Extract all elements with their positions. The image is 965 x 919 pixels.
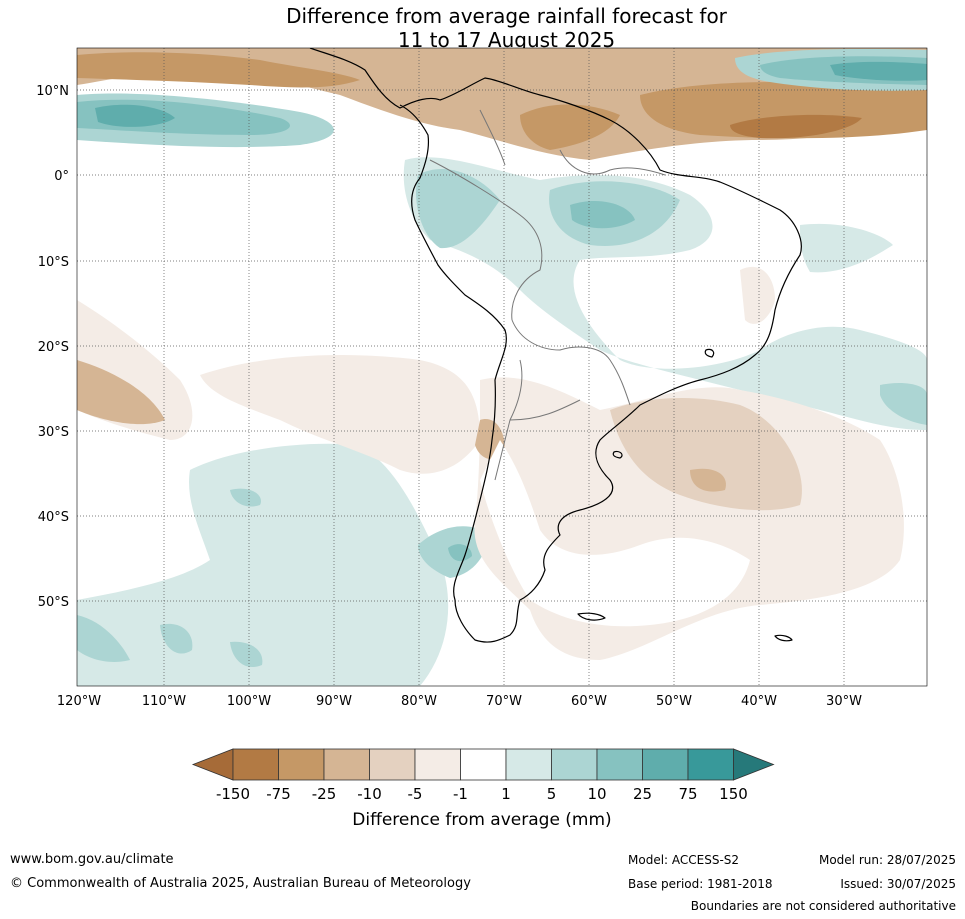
colorbar-bin [596, 748, 643, 781]
colorbar-tick-label: -1 [453, 785, 468, 803]
lat-label: 0° [54, 169, 69, 184]
lon-label: 120°W [57, 694, 101, 709]
colorbar-bin [505, 748, 552, 781]
colorbar-tick-label: -25 [312, 785, 337, 803]
lat-label: 10°S [38, 255, 69, 270]
map-frame [76, 47, 928, 687]
title-line-1: Difference from average rainfall forecas… [286, 4, 727, 28]
lon-label: 70°W [486, 694, 522, 709]
colorbar-tick-label: -150 [216, 785, 250, 803]
footer-website[interactable]: www.bom.gov.au/climate [10, 852, 174, 867]
lon-label: 100°W [227, 694, 271, 709]
colorbar-tick-label: 150 [719, 785, 748, 803]
lat-labels: 10°N 0° 10°S 20°S 30°S 40°S 50°S [36, 84, 69, 610]
lon-labels: 120°W 110°W 100°W 90°W 80°W 70°W 60°W 50… [57, 694, 862, 709]
colorbar-tick-label: 1 [501, 785, 511, 803]
colorbar-bin [414, 748, 461, 781]
map-title: Difference from average rainfall forecas… [0, 4, 965, 52]
colorbar-bin [460, 748, 507, 781]
colorbar-bin [278, 748, 325, 781]
lat-label: 40°S [38, 510, 69, 525]
lon-label: 90°W [316, 694, 352, 709]
colorbar-bin [323, 748, 370, 781]
colorbar-tick-label: 25 [633, 785, 652, 803]
colorbar-extend-high [733, 748, 775, 781]
graticule [77, 48, 927, 686]
lon-label: 40°W [741, 694, 777, 709]
footer-disclaimer: Boundaries are not considered authoritat… [690, 899, 956, 913]
footer-model-run: Model run: 28/07/2025 [818, 853, 956, 867]
lon-label: 80°W [401, 694, 437, 709]
colorbar-bin [551, 748, 598, 781]
colorbar: -150 -75 -25 -10 -5 -1 1 5 10 25 75 150 [191, 748, 775, 803]
lat-label: 20°S [38, 340, 69, 355]
colorbar-tick-label: -75 [266, 785, 291, 803]
lat-label: 50°S [38, 595, 69, 610]
colorbar-bin [369, 748, 416, 781]
footer-copyright: © Commonwealth of Australia 2025, Austra… [10, 876, 471, 891]
colorbar-tick-label: 75 [678, 785, 697, 803]
country-borders [429, 109, 666, 481]
colorbar-tick-label: 5 [547, 785, 557, 803]
coastlines [309, 48, 802, 643]
lon-label: 50°W [656, 694, 692, 709]
colorbar-bin [642, 748, 689, 781]
lon-label: 110°W [142, 694, 186, 709]
colorbar-tick-label: -5 [408, 785, 423, 803]
colorbar-tick-label: -10 [357, 785, 382, 803]
lat-label: 10°N [36, 84, 69, 99]
footer-base-period: Base period: 1981-2018 [628, 877, 773, 891]
colorbar-extend-low [191, 748, 234, 781]
anomaly-fields [77, 48, 927, 686]
lon-label: 60°W [571, 694, 607, 709]
footer-issued: Issued: 30/07/2025 [840, 877, 956, 891]
colorbar-bin [687, 748, 734, 781]
colorbar-label: Difference from average (mm) [352, 810, 611, 830]
colorbar-tick-label: 10 [587, 785, 606, 803]
colorbar-bin [232, 748, 279, 781]
footer-model: Model: ACCESS-S2 [628, 853, 740, 867]
lon-label: 30°W [826, 694, 862, 709]
lat-label: 30°S [38, 425, 69, 440]
